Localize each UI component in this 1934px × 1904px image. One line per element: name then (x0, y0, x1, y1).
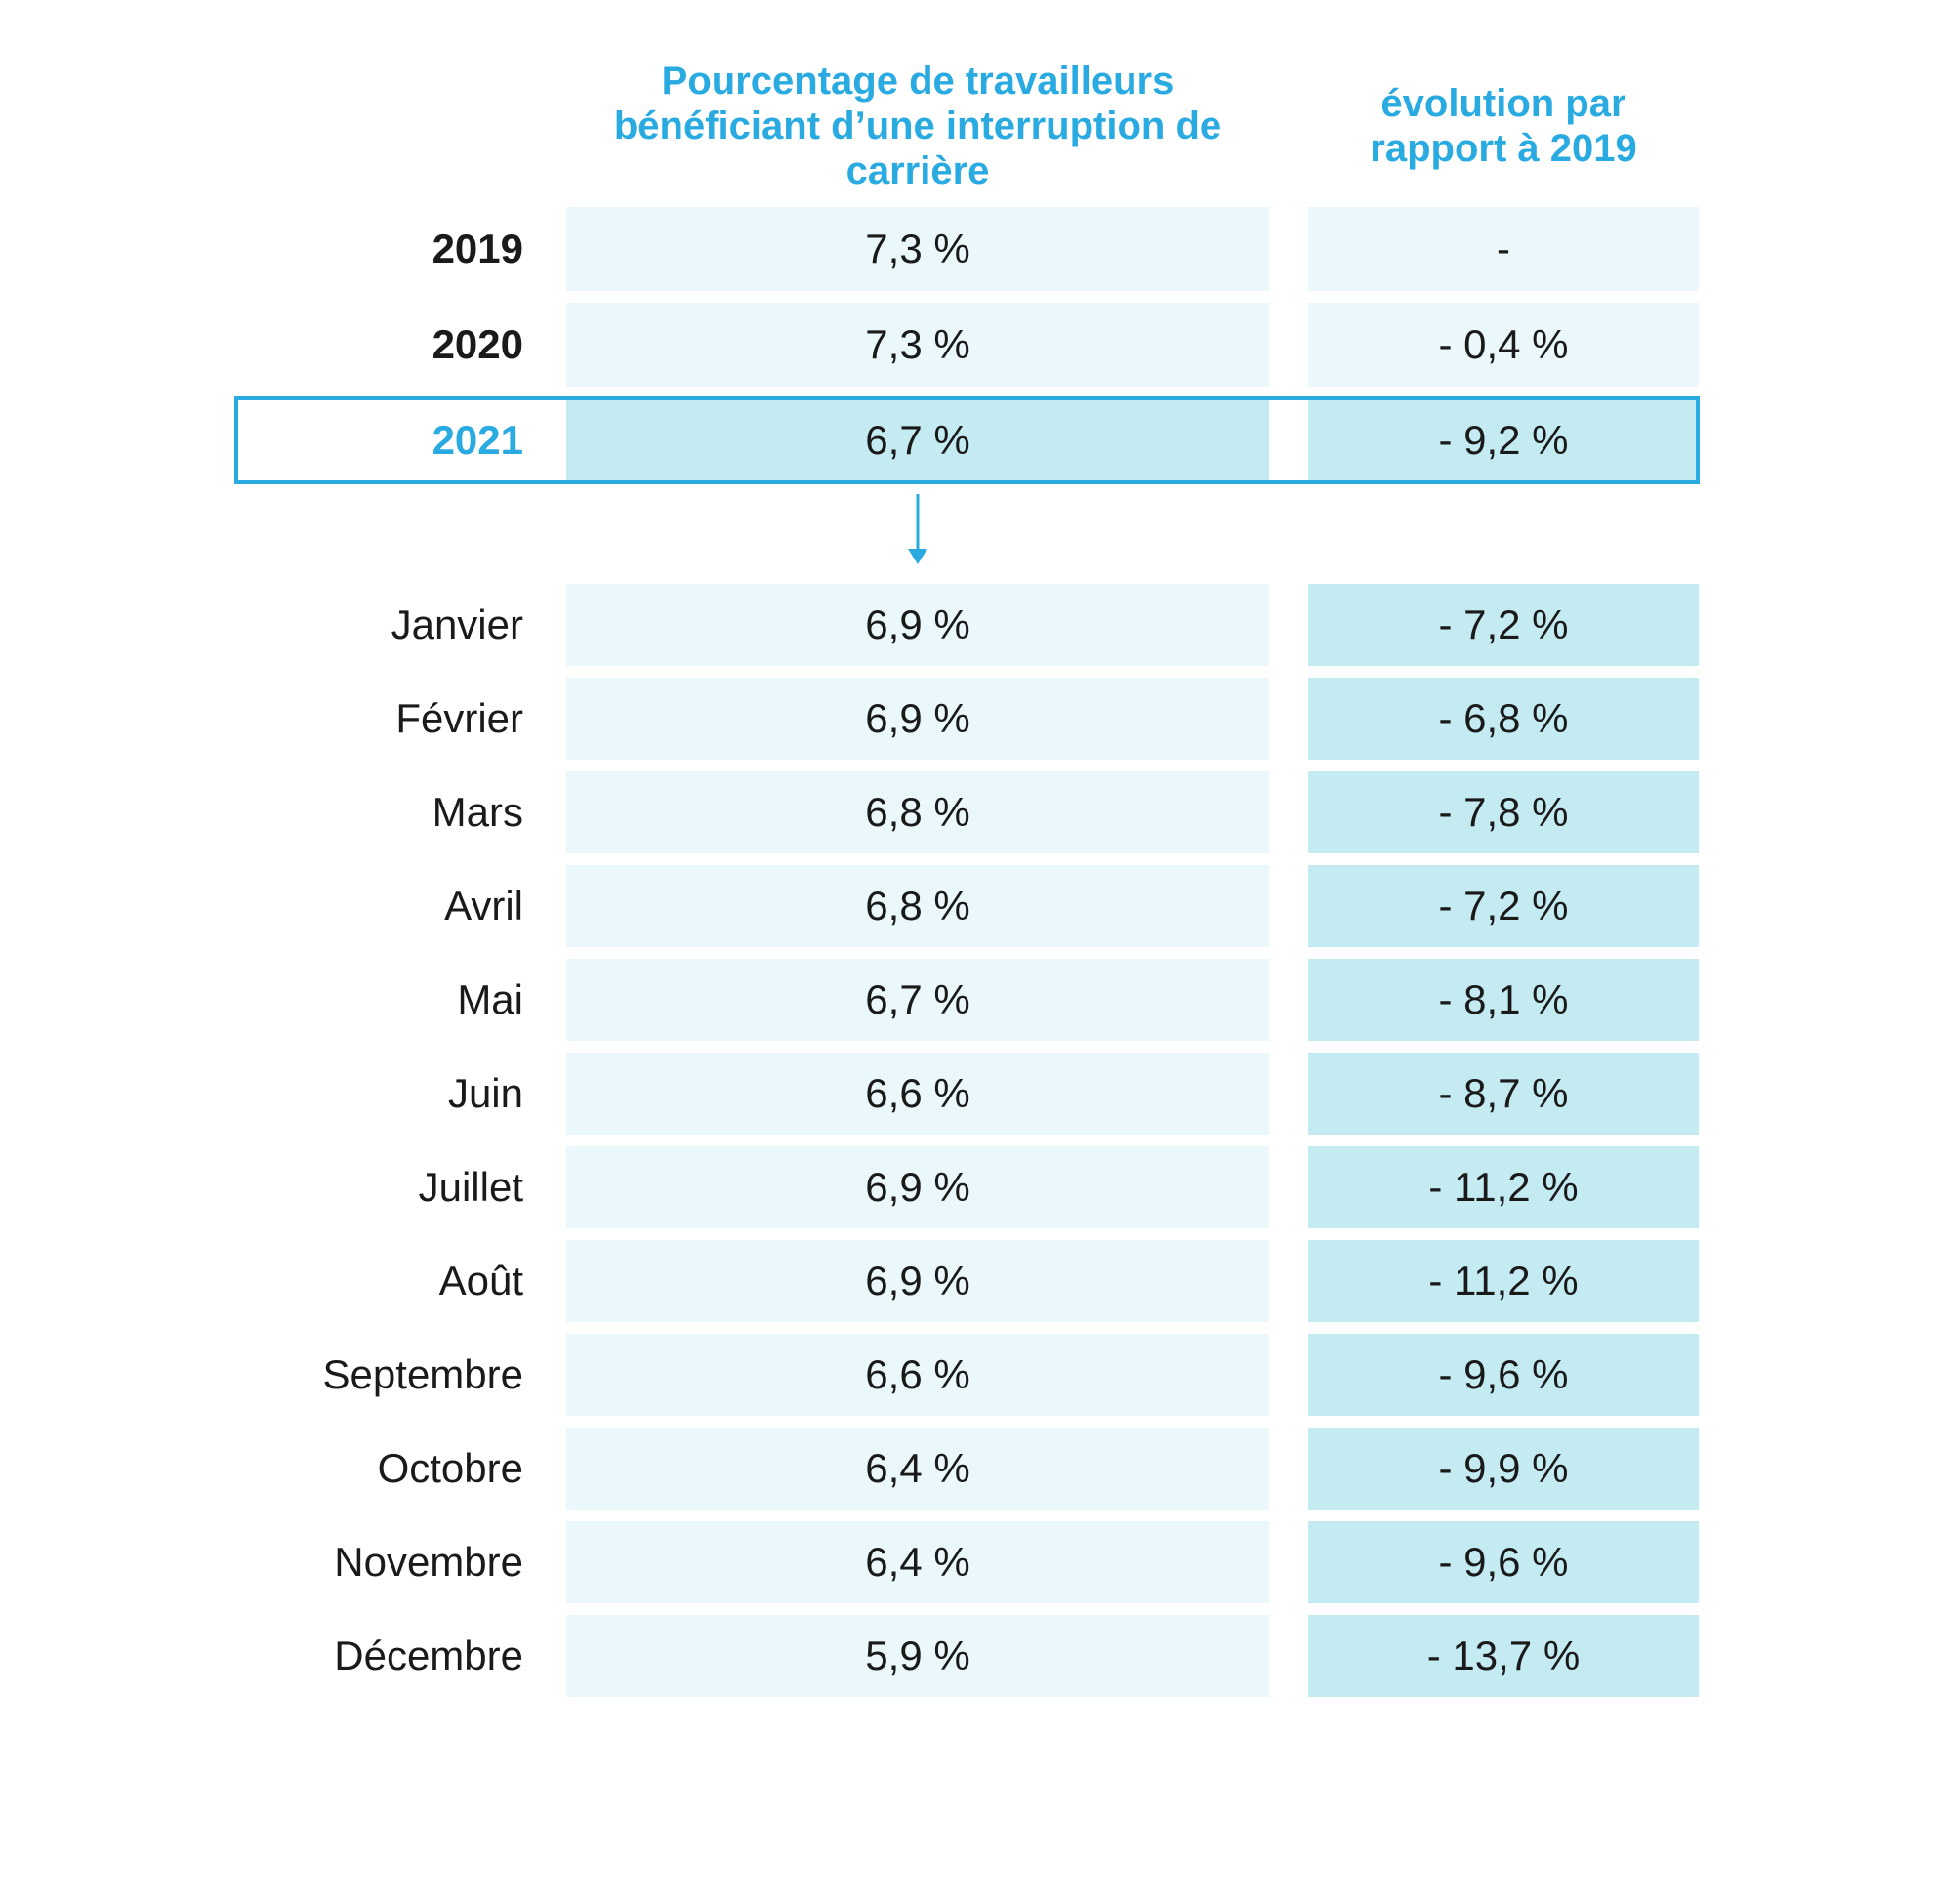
month-evo: - 8,7 % (1308, 1053, 1699, 1135)
month-pct: 5,9 % (566, 1615, 1269, 1697)
year-pct: 7,3 % (566, 303, 1269, 387)
month-row: Avril6,8 % - 7,2 % (234, 865, 1700, 947)
month-label: Août (234, 1258, 566, 1304)
year-label: 2019 (234, 226, 566, 272)
month-label: Juillet (234, 1164, 566, 1211)
month-pct: 6,9 % (566, 1240, 1269, 1322)
month-label: Avril (234, 883, 566, 930)
month-row: Juillet6,9 % - 11,2 % (234, 1146, 1700, 1228)
month-row: Mars6,8 % - 7,8 % (234, 771, 1700, 853)
month-label: Septembre (234, 1351, 566, 1398)
month-evo: - 6,8 % (1308, 678, 1699, 760)
month-label: Octobre (234, 1445, 566, 1492)
month-pct: 6,6 % (566, 1334, 1269, 1416)
page: Pourcentage de travailleurs bénéficiant … (0, 0, 1934, 1904)
header-evo: évolution par rapport à 2019 (1308, 81, 1699, 171)
month-evo: - 9,6 % (1308, 1521, 1699, 1603)
month-evo: - 7,2 % (1308, 584, 1699, 666)
years-section: 20197,3 %- 20207,3 % - 0,4 % 20216,7 % - 9,2… (234, 207, 1700, 482)
year-evo: - 0,4 % (1308, 303, 1699, 387)
month-pct: 6,9 % (566, 584, 1269, 666)
year-row: 20197,3 %- (234, 207, 1700, 291)
month-row: Octobre6,4 % - 9,9 % (234, 1428, 1700, 1510)
months-section: Janvier6,9 %- 7,2 %Février6,9 %- 6,8 %Ma… (234, 584, 1700, 1697)
month-label: Juin (234, 1070, 566, 1117)
month-label: Novembre (234, 1539, 566, 1586)
month-pct: 6,9 % (566, 1146, 1269, 1228)
month-evo: - 7,2 % (1308, 865, 1699, 947)
month-label: Janvier (234, 601, 566, 648)
month-pct: 6,4 % (566, 1428, 1269, 1510)
year-label: 2021 (234, 417, 566, 464)
month-label: Mai (234, 976, 566, 1023)
month-row: Décembre5,9 % - 13,7 % (234, 1615, 1700, 1697)
year-pct: 6,7 % (566, 398, 1269, 482)
month-row: Novembre6,4 % - 9,6 % (234, 1521, 1700, 1603)
month-evo: - 13,7 % (1308, 1615, 1699, 1697)
year-pct: 7,3 % (566, 207, 1269, 291)
month-row: Mai6,7 % - 8,1 % (234, 959, 1700, 1041)
month-evo: - 8,1 % (1308, 959, 1699, 1041)
month-row: Septembre6,6 % - 9,6 % (234, 1334, 1700, 1416)
arrow-row (234, 494, 1700, 564)
table-header-row: Pourcentage de travailleurs bénéficiant … (234, 59, 1700, 193)
year-row: 20216,7 % - 9,2 % (234, 398, 1700, 482)
month-pct: 6,8 % (566, 771, 1269, 853)
month-evo: - 9,6 % (1308, 1334, 1699, 1416)
year-row: 20207,3 % - 0,4 % (234, 303, 1700, 387)
month-label: Mars (234, 789, 566, 836)
month-evo: - 9,9 % (1308, 1428, 1699, 1510)
month-evo: - 11,2 % (1308, 1146, 1699, 1228)
arrow-down-icon (916, 494, 920, 564)
header-pct: Pourcentage de travailleurs bénéficiant … (566, 59, 1269, 193)
month-row: Janvier6,9 % - 7,2 % (234, 584, 1700, 666)
month-row: Août6,9 % - 11,2 % (234, 1240, 1700, 1322)
month-row: Février6,9 % - 6,8 % (234, 678, 1700, 760)
month-evo: - 11,2 % (1308, 1240, 1699, 1322)
month-label: Février (234, 695, 566, 742)
month-pct: 6,6 % (566, 1053, 1269, 1135)
month-pct: 6,7 % (566, 959, 1269, 1041)
month-pct: 6,9 % (566, 678, 1269, 760)
year-evo: - 9,2 % (1308, 398, 1699, 482)
month-pct: 6,4 % (566, 1521, 1269, 1603)
month-pct: 6,8 % (566, 865, 1269, 947)
year-evo: - (1308, 207, 1699, 291)
month-row: Juin6,6 % - 8,7 % (234, 1053, 1700, 1135)
year-label: 2020 (234, 321, 566, 368)
month-label: Décembre (234, 1633, 566, 1679)
month-evo: - 7,8 % (1308, 771, 1699, 853)
